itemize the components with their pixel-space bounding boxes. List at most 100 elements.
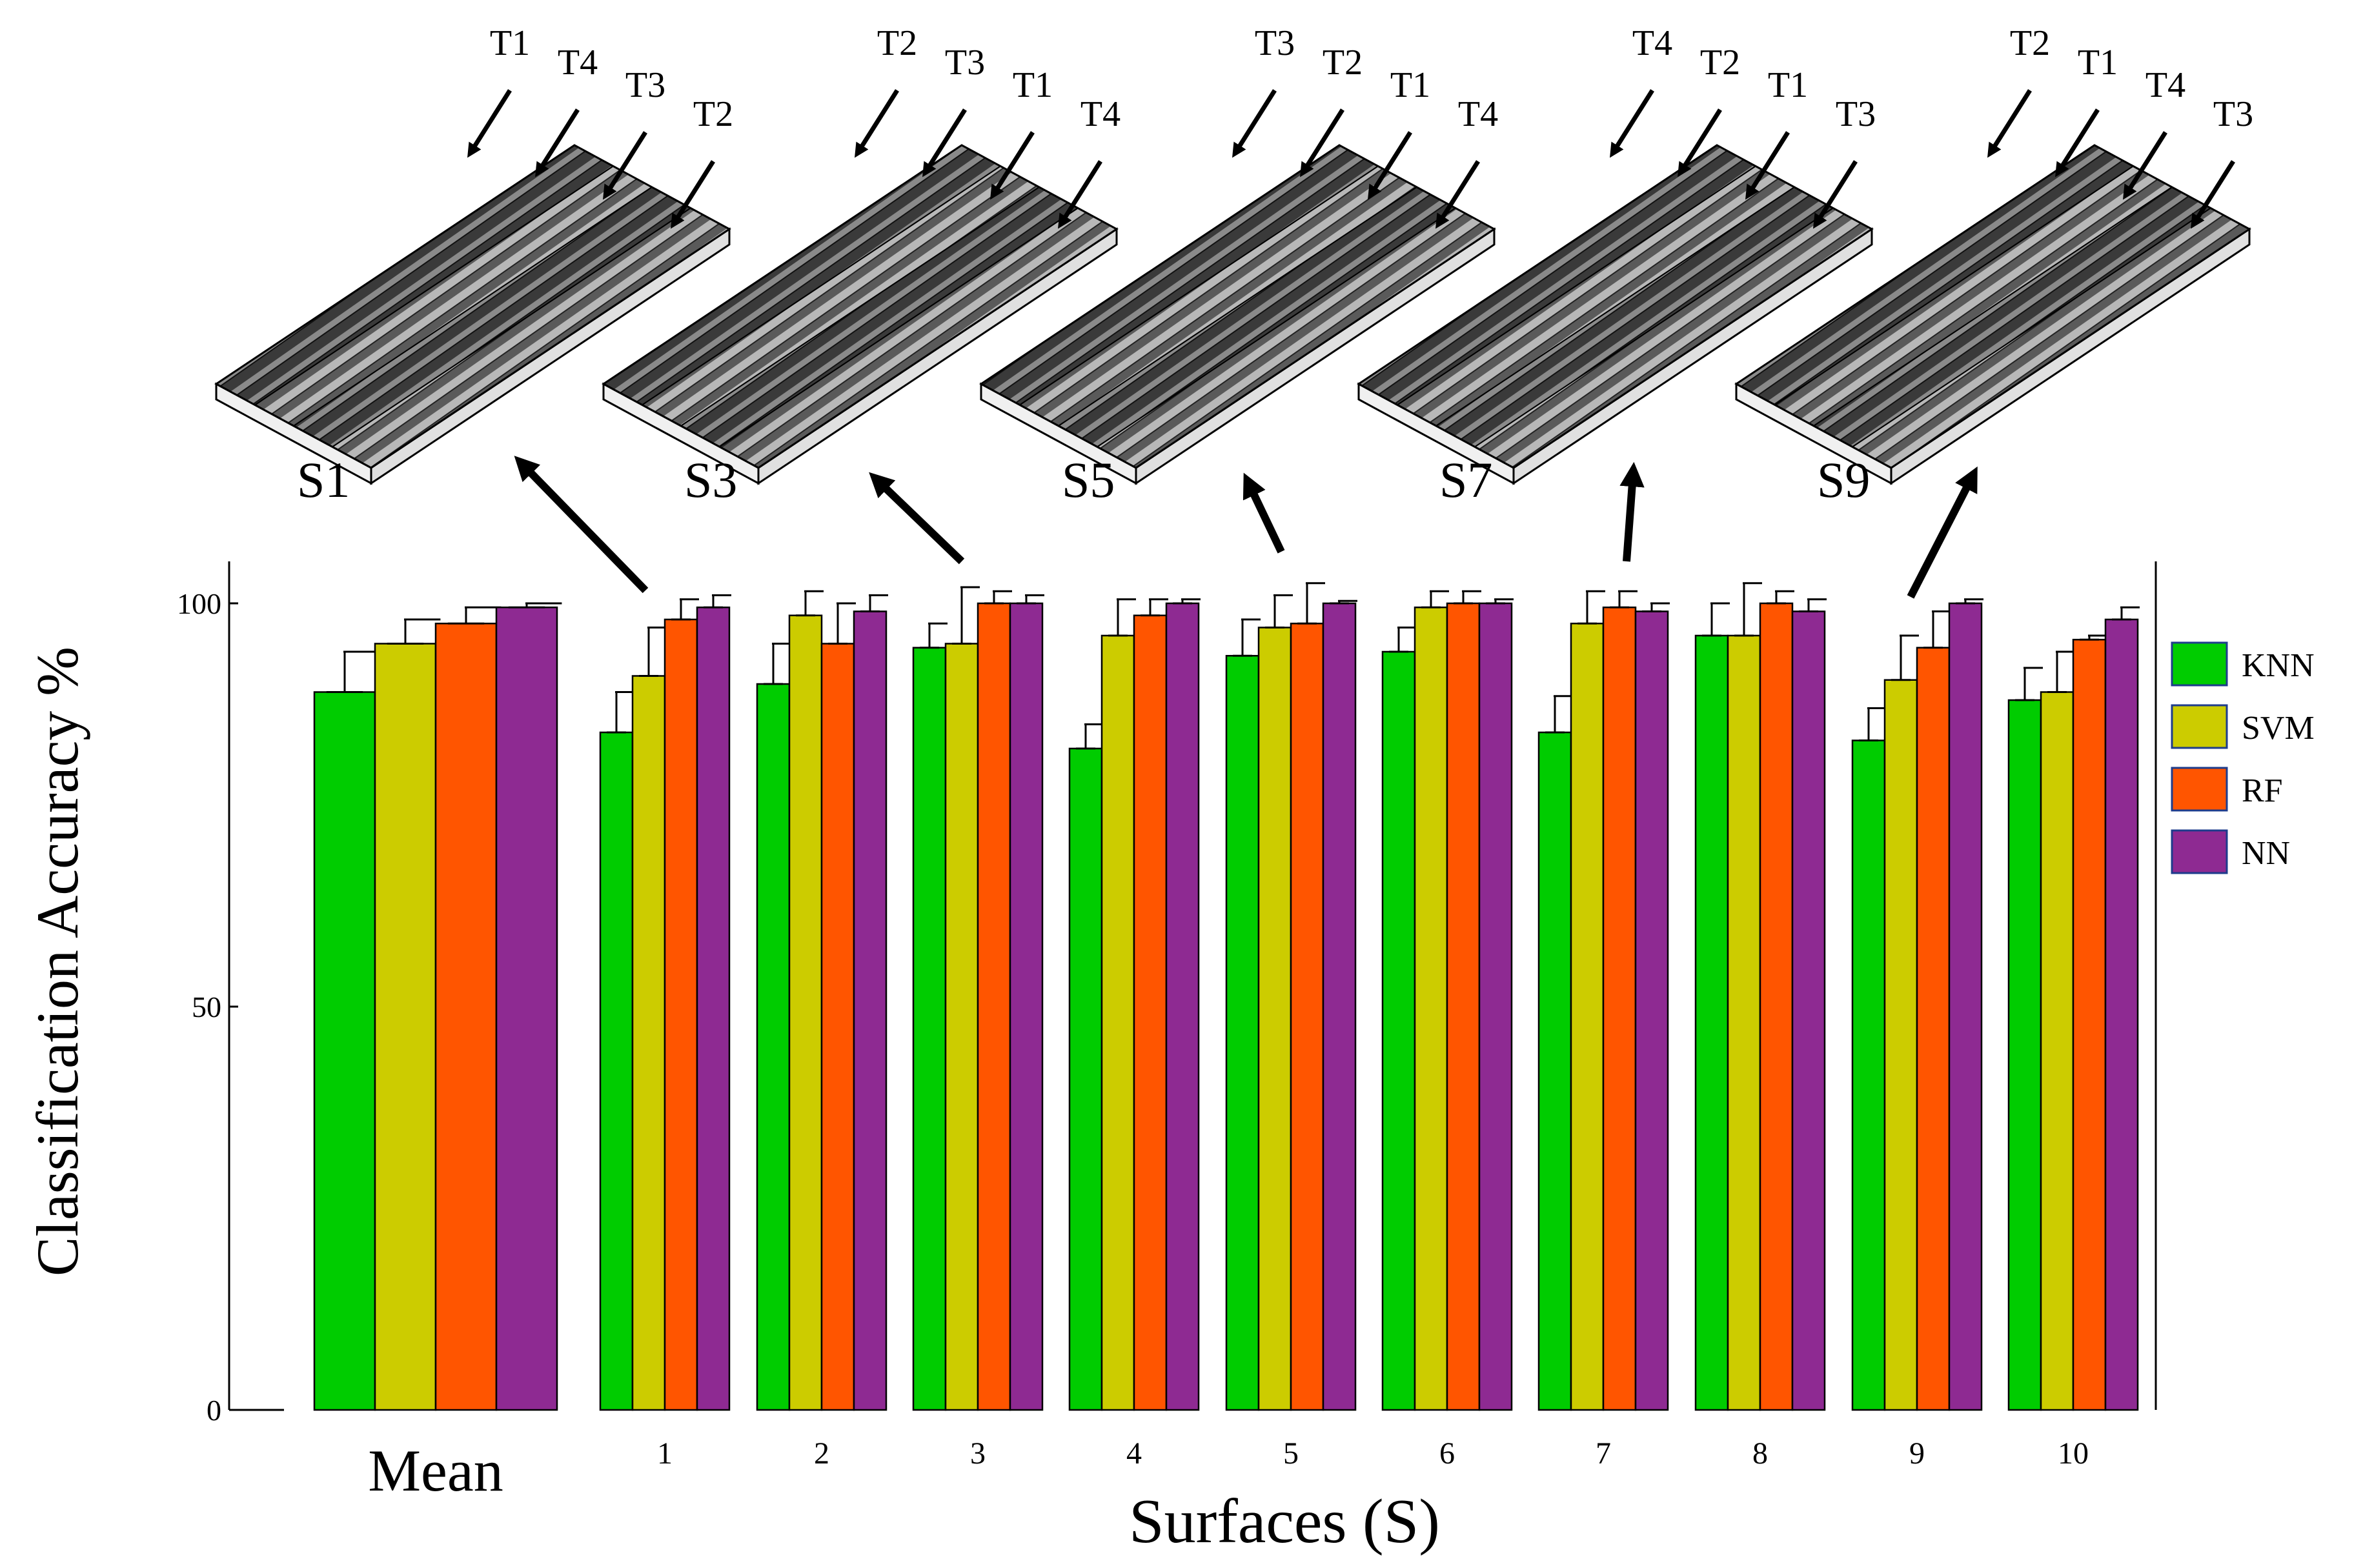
bar-rf-3 — [977, 602, 1011, 1411]
pointer-arrow — [514, 456, 649, 594]
x-tick-label: 10 — [2058, 1436, 2089, 1471]
x-tick-label: 5 — [1283, 1436, 1299, 1471]
error-bar-svm-9 — [1891, 634, 1919, 681]
x-tick-label: 6 — [1439, 1436, 1455, 1471]
legend-item-nn: NN — [2171, 829, 2290, 874]
bar-rf-7 — [1602, 607, 1637, 1411]
texture-tag-arrow — [1987, 89, 2032, 158]
bars-layer — [313, 582, 2140, 1411]
error-bar-nn-mean — [508, 602, 562, 608]
bar-knn-10 — [2007, 699, 2042, 1411]
texture-tag-arrow — [671, 160, 715, 229]
bar-knn-7 — [1537, 731, 1572, 1411]
bar-svm-10 — [2040, 691, 2074, 1411]
surface-model-s3: S3 T2 T3 T1 T4 — [602, 23, 1121, 565]
texture-tag: T1 — [490, 23, 530, 63]
error-bar-rf-3 — [984, 590, 1012, 605]
error-bar-rf-7 — [1610, 590, 1638, 608]
error-bar-svm-10 — [2047, 650, 2075, 693]
error-bar-nn-6 — [1486, 598, 1514, 605]
bar-nn-10 — [2104, 618, 2139, 1411]
bar-rf-10 — [2072, 639, 2107, 1411]
bar-nn-3 — [1009, 602, 1044, 1411]
bar-rf-4 — [1133, 614, 1168, 1411]
texture-tag: T2 — [2010, 23, 2050, 63]
bar-nn-2 — [853, 610, 887, 1411]
legend: KNN SVM RF NN — [2171, 641, 2315, 874]
bar-knn-8 — [1694, 634, 1729, 1411]
x-tick-label: 1 — [657, 1436, 673, 1471]
y-tick-label: 50 — [192, 990, 221, 1023]
error-bar-knn-mean — [326, 650, 380, 693]
texture-tag: T3 — [945, 43, 985, 83]
bar-nn-7 — [1634, 610, 1669, 1411]
texture-tag: T3 — [625, 65, 665, 105]
pointer-arrow — [1907, 466, 1978, 599]
error-bar-nn-5 — [1330, 599, 1357, 605]
bar-knn-4 — [1068, 747, 1103, 1411]
error-bar-svm-mean — [387, 618, 441, 645]
error-bar-rf-10 — [2080, 634, 2107, 641]
texture-tag-arrow — [1610, 89, 1654, 158]
bar-svm-mean — [374, 643, 437, 1411]
texture-tag-arrow — [603, 131, 647, 200]
texture-tag: T1 — [2078, 43, 2118, 83]
bar-svm-5 — [1257, 627, 1292, 1411]
bar-nn-4 — [1165, 602, 1200, 1411]
bar-rf-1 — [664, 618, 698, 1411]
texture-tag: T4 — [2145, 65, 2186, 105]
legend-item-rf: RF — [2171, 767, 2283, 812]
surface-label: S1 — [297, 452, 350, 508]
bar-rf-6 — [1446, 602, 1481, 1411]
error-bar-nn-9 — [1956, 598, 1983, 605]
bar-svm-9 — [1883, 679, 1918, 1411]
bar-svm-6 — [1414, 607, 1448, 1411]
texture-tag-arrow — [467, 89, 512, 158]
texture-tag-arrow — [1678, 108, 1722, 177]
bar-knn-5 — [1225, 655, 1260, 1411]
error-bar-nn-3 — [1017, 594, 1044, 605]
texture-tag: T1 — [1768, 65, 1808, 105]
x-tick-label: 9 — [1909, 1436, 1925, 1471]
bar-nn-5 — [1322, 602, 1357, 1411]
bar-knn-2 — [756, 683, 791, 1411]
pointer-arrow — [1242, 472, 1285, 554]
bar-rf-2 — [820, 643, 855, 1411]
error-bar-rf-9 — [1923, 610, 1951, 649]
bar-chart: 0 50 100 Mean 1 2 3 4 5 6 7 8 9 10 — [177, 561, 2157, 1503]
texture-tag-arrow — [1300, 108, 1344, 177]
bar-nn-1 — [696, 607, 731, 1411]
texture-tag: T4 — [1080, 94, 1121, 134]
legend-item-knn: KNN — [2171, 641, 2315, 687]
bar-knn-1 — [599, 731, 634, 1411]
legend-swatch — [2171, 704, 2228, 749]
texture-tag-arrow — [855, 89, 899, 158]
error-bar-svm-2 — [796, 590, 824, 617]
error-bar-rf-2 — [828, 602, 856, 645]
bar-nn-8 — [1791, 610, 1826, 1411]
surface-model-s7: S7 T4 T2 T1 T3 — [1357, 23, 1876, 562]
y-tick-label: 100 — [177, 587, 221, 620]
error-bar-svm-7 — [1577, 590, 1605, 625]
x-tick-label: 4 — [1126, 1436, 1142, 1471]
texture-tag-arrow — [1435, 160, 1480, 229]
error-bar-knn-9 — [1859, 707, 1887, 741]
error-bar-svm-4 — [1108, 598, 1136, 637]
error-bar-rf-4 — [1141, 598, 1168, 617]
texture-tag-arrow — [535, 108, 580, 177]
bar-knn-9 — [1851, 739, 1886, 1411]
legend-label: RF — [2242, 772, 2283, 809]
error-bar-nn-10 — [2112, 606, 2140, 621]
bar-nn-6 — [1478, 602, 1513, 1411]
x-tick-label: 2 — [814, 1436, 829, 1471]
texture-tag: T2 — [1323, 43, 1363, 83]
y-axis-label: Classification Accuracy % — [25, 647, 90, 1276]
surface-models: S1 T1 T4 T3 T2 S3 T2 T3 T1 T4 S5 T3 T2 T1 T4 S7 T4 T2 T1 T3… — [214, 23, 2253, 599]
bar-svm-1 — [631, 675, 666, 1411]
bar-svm-3 — [944, 643, 979, 1411]
texture-tag: T2 — [877, 23, 917, 63]
error-bar-svm-1 — [639, 627, 667, 677]
pointer-arrow — [869, 472, 965, 565]
bar-svm-8 — [1727, 634, 1761, 1411]
